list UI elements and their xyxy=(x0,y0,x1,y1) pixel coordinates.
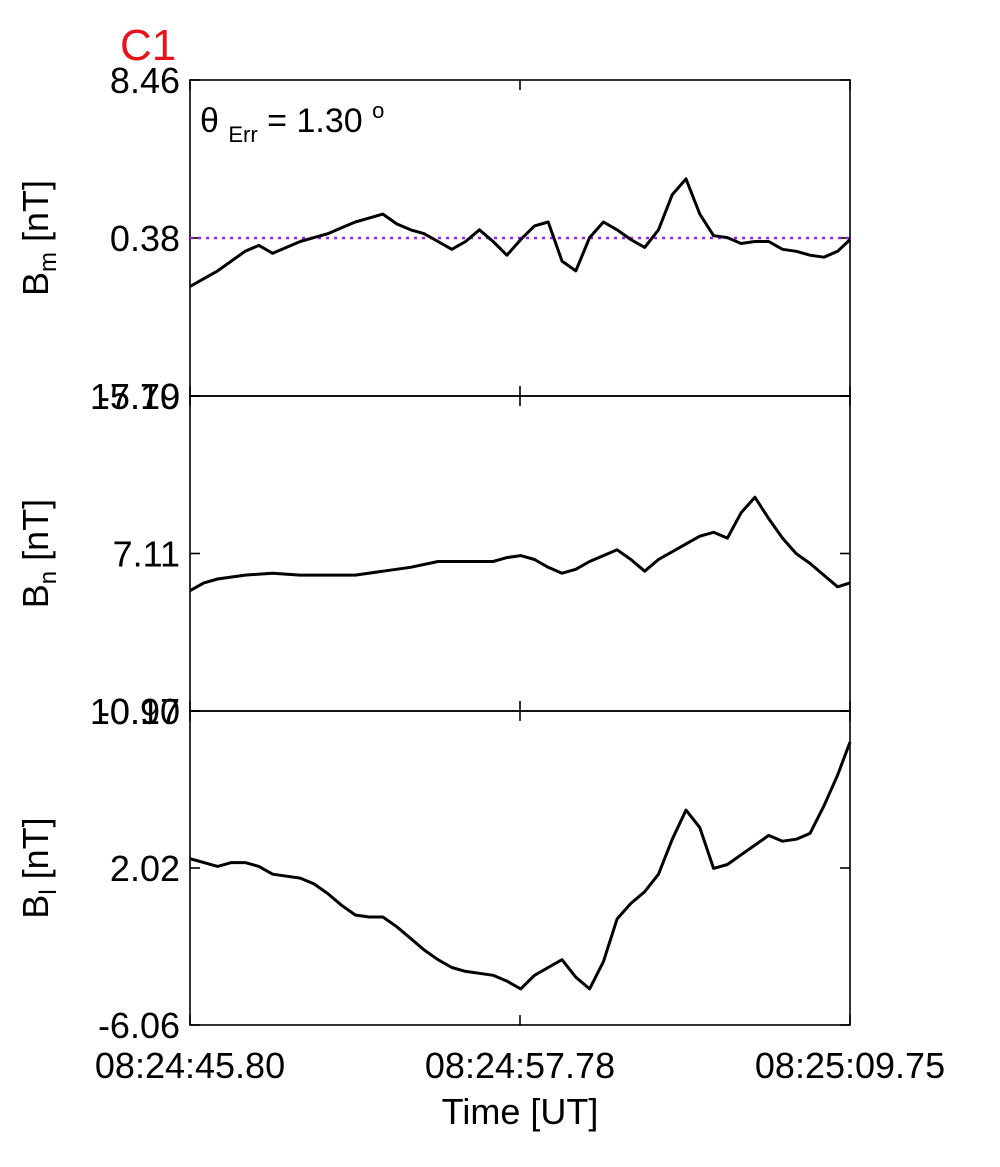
y-tick-label-n-2: -0.97 xyxy=(98,691,180,732)
x-axis: 08:24:45.80 08:24:57.78 08:25:09.75 Time… xyxy=(95,1045,945,1132)
panel-m: 8.46 0.38 -7.70 Bm [nT] xyxy=(15,60,852,417)
y-axis-label-sub-m: m xyxy=(35,252,62,272)
y-axis-label-main-l: B xyxy=(15,895,56,919)
y-axis-label-unit-n: [nT] xyxy=(15,499,56,571)
series-line-n-0 xyxy=(189,495,851,593)
theta-symbol: θ xyxy=(200,102,219,140)
x-tick-label-0: 08:24:45.80 xyxy=(95,1045,285,1086)
y-tick-label-n-0: 15.19 xyxy=(90,376,180,417)
y-tick-label-l-1: 2.02 xyxy=(110,848,180,889)
y-axis-label-sub-l: l xyxy=(35,889,62,894)
y-axis-label-main-n: B xyxy=(15,584,56,608)
series-line-m-0 xyxy=(189,177,852,288)
figure-label: C1 xyxy=(120,21,176,70)
panel-frame-l xyxy=(189,710,851,1026)
y-tick-label-m-2: -7.70 xyxy=(98,376,180,417)
y-axis-label-l: Bl [nT] xyxy=(15,817,62,918)
y-axis-label-sub-n: n xyxy=(35,571,62,584)
theta-value: = 1.30 xyxy=(267,102,362,140)
error-annotation: θ Err = 1.30 o xyxy=(200,98,384,150)
panel-n: 15.19 7.11 -0.97 Bn [nT] xyxy=(15,376,851,732)
y-axis-label-main-m: B xyxy=(15,272,56,296)
series-line-l-0 xyxy=(189,741,852,991)
theta-subscript: Err xyxy=(228,122,257,147)
y-axis-label-unit-m: [nT] xyxy=(15,180,56,252)
y-axis-label-unit-l: [nT] xyxy=(15,817,56,889)
panel-l: 10.10 2.02 -6.06 Bl [nT] xyxy=(15,691,852,1046)
y-tick-label-m-1: 0.38 xyxy=(110,218,180,259)
y-axis-label-n: Bn [nT] xyxy=(15,499,62,608)
theta-degree-sup: o xyxy=(372,98,384,123)
y-axis-label-m: Bm [nT] xyxy=(15,180,62,296)
x-tick-label-1: 08:24:57.78 xyxy=(425,1045,615,1086)
y-tick-label-n-1: 7.11 xyxy=(113,534,180,575)
y-tick-label-l-0: 10.10 xyxy=(90,691,180,732)
x-axis-label: Time [UT] xyxy=(442,1091,599,1132)
y-tick-label-l-2: -6.06 xyxy=(98,1005,180,1046)
panels-group: 8.46 0.38 -7.70 Bm [nT] 15.19 7.11 -0.97 Bn [nT… xyxy=(15,60,852,1046)
x-tick-label-2: 08:25:09.75 xyxy=(755,1045,945,1086)
panel-frame-n xyxy=(189,395,851,712)
y-tick-label-m-0: 8.46 xyxy=(110,60,180,101)
